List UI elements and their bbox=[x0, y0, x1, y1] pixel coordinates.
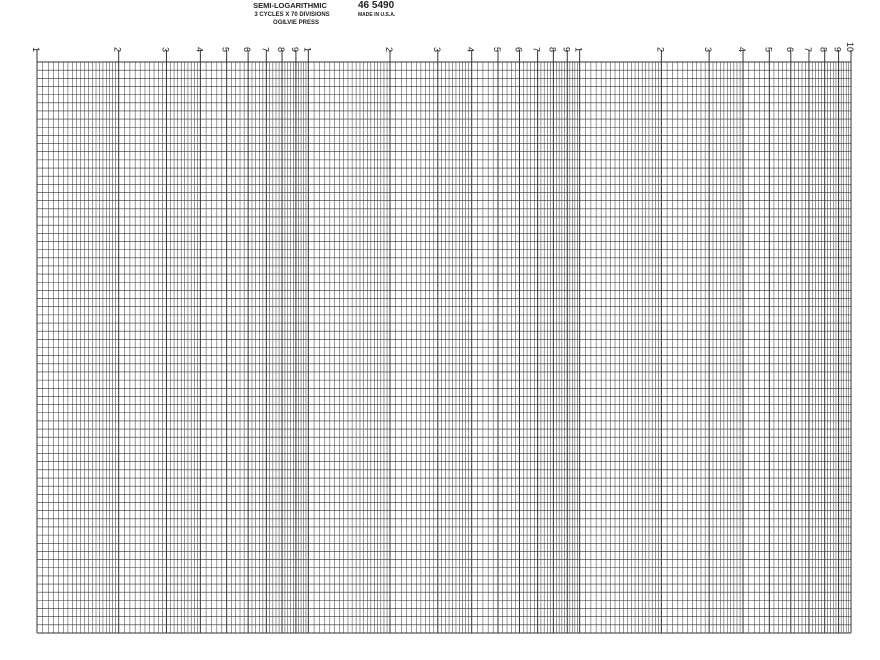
scale-label: 8 bbox=[547, 47, 557, 52]
scale-label: 7 bbox=[260, 47, 270, 52]
scale-label: 9 bbox=[290, 47, 300, 52]
scale-label: 3 bbox=[160, 47, 170, 52]
scale-label: 1 bbox=[574, 47, 584, 52]
scale-label: 9 bbox=[561, 47, 571, 52]
scale-label: 10 bbox=[845, 42, 855, 52]
origin: MADE IN U.S.A. bbox=[358, 12, 396, 18]
scale-label: 1 bbox=[31, 47, 41, 52]
scale-label: 6 bbox=[242, 47, 252, 52]
scale-label: 1 bbox=[302, 47, 312, 52]
scale-label: 6 bbox=[785, 47, 795, 52]
paper-title: SEMI-LOGARITHMIC bbox=[253, 1, 327, 10]
publisher: OGILVIE PRESS bbox=[273, 20, 319, 26]
scale-label: 4 bbox=[194, 47, 204, 52]
paper-subtitle: 3 CYCLES X 70 DIVISIONS bbox=[254, 12, 329, 18]
scale-label: 6 bbox=[513, 47, 523, 52]
grid bbox=[36, 50, 852, 634]
scale-label: 5 bbox=[763, 47, 773, 52]
scale-label: 2 bbox=[384, 47, 394, 52]
scale-label: 2 bbox=[113, 47, 123, 52]
scale-label: 5 bbox=[492, 47, 502, 52]
scale-label: 4 bbox=[737, 47, 747, 52]
scale-label: 7 bbox=[803, 47, 813, 52]
scale-label: 3 bbox=[703, 47, 713, 52]
scale-label: 5 bbox=[221, 47, 231, 52]
scale-label: 8 bbox=[276, 47, 286, 52]
scale-labels: 1 2 3 4 5 6 7 8 9 1 2 3 4 5 6 7 8 9 1 2 3 4 5 6 7 8 9 10 bbox=[31, 42, 855, 52]
scale-label: 3 bbox=[432, 47, 442, 52]
scale-label: 7 bbox=[532, 47, 542, 52]
form-number: 46 5490 bbox=[358, 0, 395, 11]
scale-label: 4 bbox=[466, 47, 476, 52]
scale-label: 8 bbox=[819, 47, 829, 52]
scale-label: 9 bbox=[833, 47, 843, 52]
scale-label: 2 bbox=[655, 47, 665, 52]
